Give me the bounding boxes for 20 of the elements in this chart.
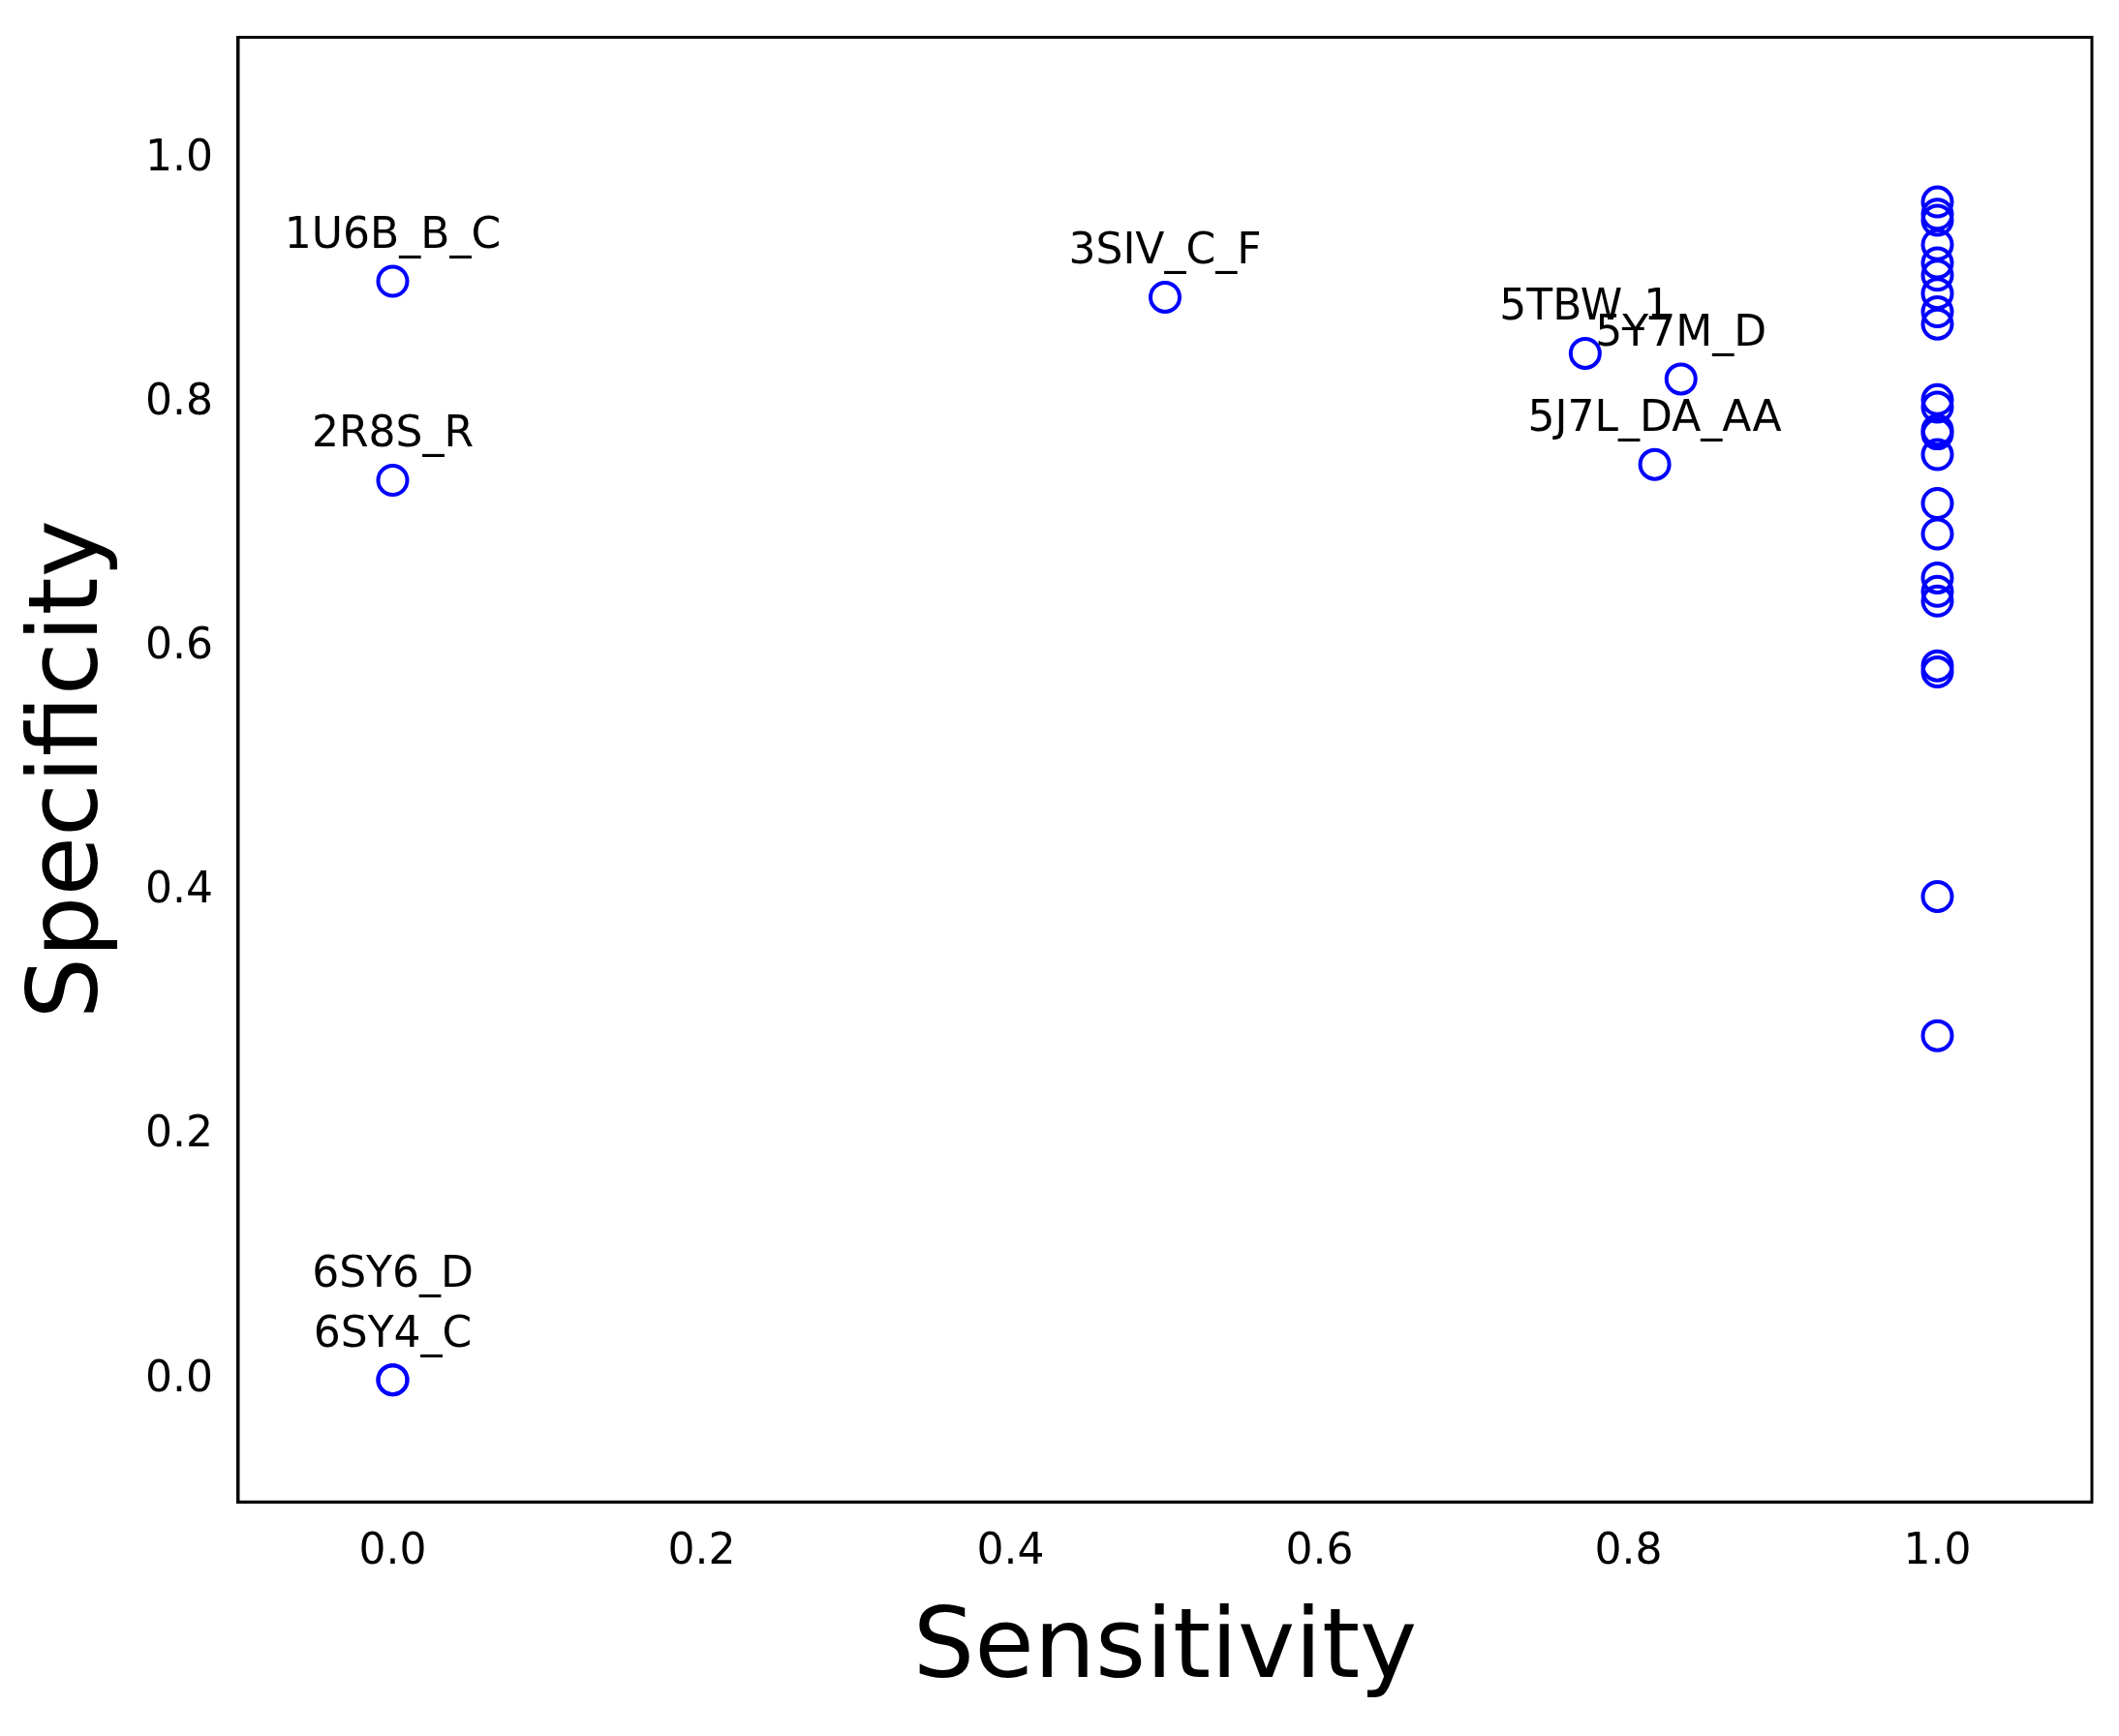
x-tick-label: 1.0 [1903, 1524, 1972, 1574]
y-tick-label: 0.0 [144, 1351, 213, 1401]
x-tick-label: 0.2 [667, 1524, 736, 1574]
annotation: 5J7L_DA_AA [1527, 391, 1782, 442]
y-tick-label: 0.2 [144, 1107, 213, 1157]
y-axis-title: Specificity [6, 520, 120, 1020]
annotation: 6SY4_C [313, 1306, 473, 1357]
y-tick-label: 0.4 [144, 863, 213, 913]
annotation: 1U6B_B_C [284, 207, 502, 259]
x-axis-title: Sensitivity [912, 1586, 1418, 1700]
x-tick-label: 0.0 [358, 1524, 427, 1574]
y-tick-label: 1.0 [144, 130, 213, 180]
annotation: 6SY6_D [312, 1246, 474, 1297]
y-tick-label: 0.6 [144, 619, 213, 669]
annotation: 2R8S_R [311, 407, 475, 458]
x-tick-label: 0.6 [1285, 1524, 1354, 1574]
x-tick-label: 0.4 [976, 1524, 1045, 1574]
y-tick-label: 0.8 [144, 375, 213, 425]
annotation: 3SIV_C_F [1068, 224, 1262, 275]
x-tick-label: 0.8 [1594, 1524, 1663, 1574]
